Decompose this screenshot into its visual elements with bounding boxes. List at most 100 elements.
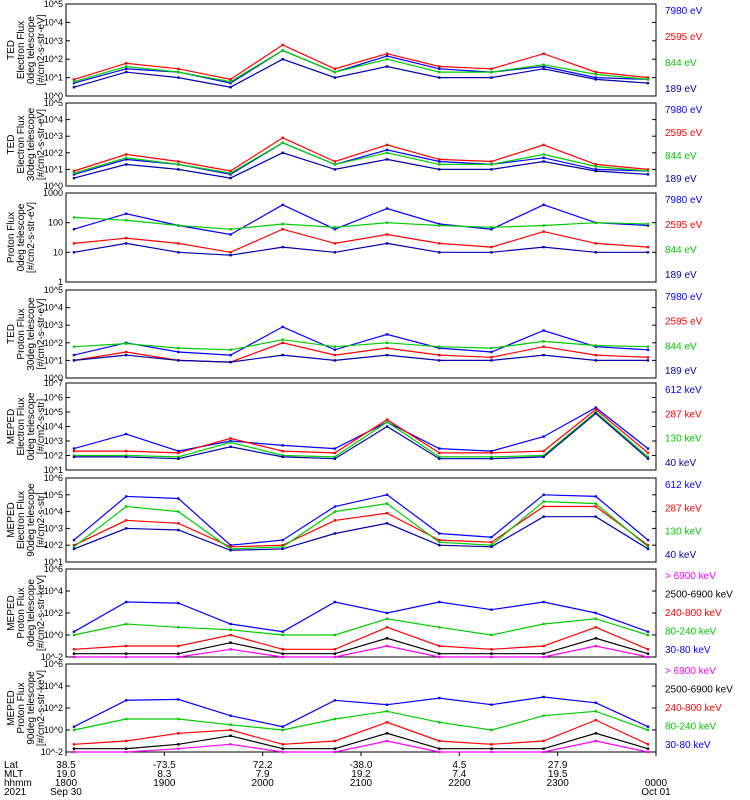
data-point bbox=[72, 447, 76, 450]
data-point bbox=[490, 703, 493, 706]
data-point bbox=[542, 153, 545, 156]
data-point bbox=[646, 728, 650, 732]
y-tick-label: 10^4 bbox=[44, 303, 63, 313]
legend-entry: 80-240 keV bbox=[665, 722, 716, 733]
data-point bbox=[490, 451, 493, 455]
data-point bbox=[438, 65, 441, 68]
data-point bbox=[542, 160, 545, 163]
data-point bbox=[385, 739, 389, 743]
data-point bbox=[542, 493, 545, 496]
data-point bbox=[124, 62, 128, 65]
y-axis-label: 90deg telescope bbox=[26, 483, 37, 557]
y-axis-label: [#/cm2-s-str-keV] bbox=[36, 670, 47, 746]
data-point bbox=[385, 341, 389, 344]
series-line-4 bbox=[73, 152, 649, 179]
data-point bbox=[490, 545, 493, 549]
footer-hhmm: 2200 bbox=[448, 778, 471, 789]
chart-panel-4: 10^0 10^1 10^2 10^3 10^4 10^5 TED Proton Flux 30… bbox=[6, 285, 703, 383]
data-point bbox=[385, 158, 389, 161]
y-tick-label: 10^4 bbox=[44, 17, 63, 27]
data-point bbox=[281, 455, 284, 459]
data-point bbox=[177, 70, 180, 74]
y-axis-label: [#/cm2-s-str-keV] bbox=[36, 575, 47, 651]
y-axis-label: MEPED bbox=[6, 502, 17, 538]
data-point bbox=[385, 52, 389, 55]
data-point bbox=[333, 510, 337, 513]
data-point bbox=[594, 502, 598, 505]
data-point bbox=[646, 544, 650, 547]
data-point bbox=[124, 67, 128, 71]
plot-frame bbox=[65, 382, 657, 471]
y-tick-label: 10^2 bbox=[44, 148, 63, 158]
legend-entry: 844 eV bbox=[665, 245, 697, 256]
data-point bbox=[229, 251, 232, 254]
data-point bbox=[177, 644, 180, 648]
data-point bbox=[72, 655, 76, 659]
data-point bbox=[72, 242, 76, 245]
y-tick-label: 10^2 bbox=[44, 338, 63, 348]
series-line-2 bbox=[73, 228, 649, 253]
data-point bbox=[594, 611, 598, 615]
legend-entry: 2500-6900 keV bbox=[665, 590, 733, 601]
data-point bbox=[490, 228, 493, 231]
data-point bbox=[177, 510, 180, 513]
data-point bbox=[646, 348, 650, 352]
data-point bbox=[438, 451, 441, 455]
data-point bbox=[385, 626, 389, 629]
data-point bbox=[72, 630, 76, 633]
data-point bbox=[124, 236, 128, 240]
footer-hhmm: 2300 bbox=[547, 778, 570, 789]
y-tick-label: 10^2 bbox=[44, 451, 63, 461]
data-point bbox=[333, 747, 337, 750]
data-point bbox=[281, 655, 284, 659]
footer-mlt: 19.2 bbox=[351, 769, 371, 780]
data-point bbox=[438, 644, 441, 648]
data-point bbox=[646, 251, 650, 254]
data-point bbox=[438, 224, 441, 227]
data-point bbox=[438, 76, 441, 79]
data-point bbox=[229, 233, 232, 236]
legend-entry: 30-80 keV bbox=[665, 740, 711, 751]
data-point bbox=[594, 732, 598, 735]
legend-entry: 2595 eV bbox=[665, 317, 703, 328]
data-point bbox=[385, 65, 389, 68]
data-point bbox=[438, 163, 441, 166]
data-point bbox=[646, 648, 650, 651]
data-point bbox=[438, 222, 441, 226]
legend-entry: 240-800 keV bbox=[665, 703, 722, 714]
data-point bbox=[124, 455, 128, 459]
legend-entry: 844 eV bbox=[665, 151, 697, 162]
data-point bbox=[594, 221, 598, 224]
data-point bbox=[281, 228, 284, 231]
chart-panel-1: 10^0 10^1 10^2 10^3 10^4 10^5 TED Electron Flux… bbox=[6, 0, 703, 101]
data-point bbox=[333, 226, 337, 229]
footer-mlt: 7.9 bbox=[256, 769, 270, 780]
data-point bbox=[438, 655, 441, 659]
data-point bbox=[281, 222, 284, 226]
data-point bbox=[490, 251, 493, 254]
data-point bbox=[646, 359, 650, 362]
data-point bbox=[646, 630, 650, 633]
footer-hhmm: 1900 bbox=[153, 778, 176, 789]
plot-frame bbox=[65, 568, 657, 658]
data-point bbox=[124, 600, 128, 604]
legend-entry: 287 keV bbox=[665, 409, 702, 420]
data-point bbox=[385, 221, 389, 224]
data-point bbox=[72, 81, 76, 85]
y-tick-label: 10^1 bbox=[44, 355, 63, 365]
data-point bbox=[333, 160, 337, 163]
data-point bbox=[229, 78, 232, 81]
y-tick-label: 10^2 bbox=[44, 608, 63, 618]
series-line-4 bbox=[73, 58, 649, 88]
legend-entry: 612 keV bbox=[665, 480, 702, 491]
data-point bbox=[124, 717, 128, 721]
y-tick-label: 10^7 bbox=[44, 378, 63, 388]
data-point bbox=[333, 600, 337, 604]
data-point bbox=[438, 696, 441, 700]
data-point bbox=[438, 160, 441, 163]
data-point bbox=[72, 251, 76, 254]
data-point bbox=[542, 449, 545, 453]
y-axis-label: [#/cm2-s-str] bbox=[36, 492, 47, 548]
y-tick-label: 1000 bbox=[43, 188, 63, 198]
